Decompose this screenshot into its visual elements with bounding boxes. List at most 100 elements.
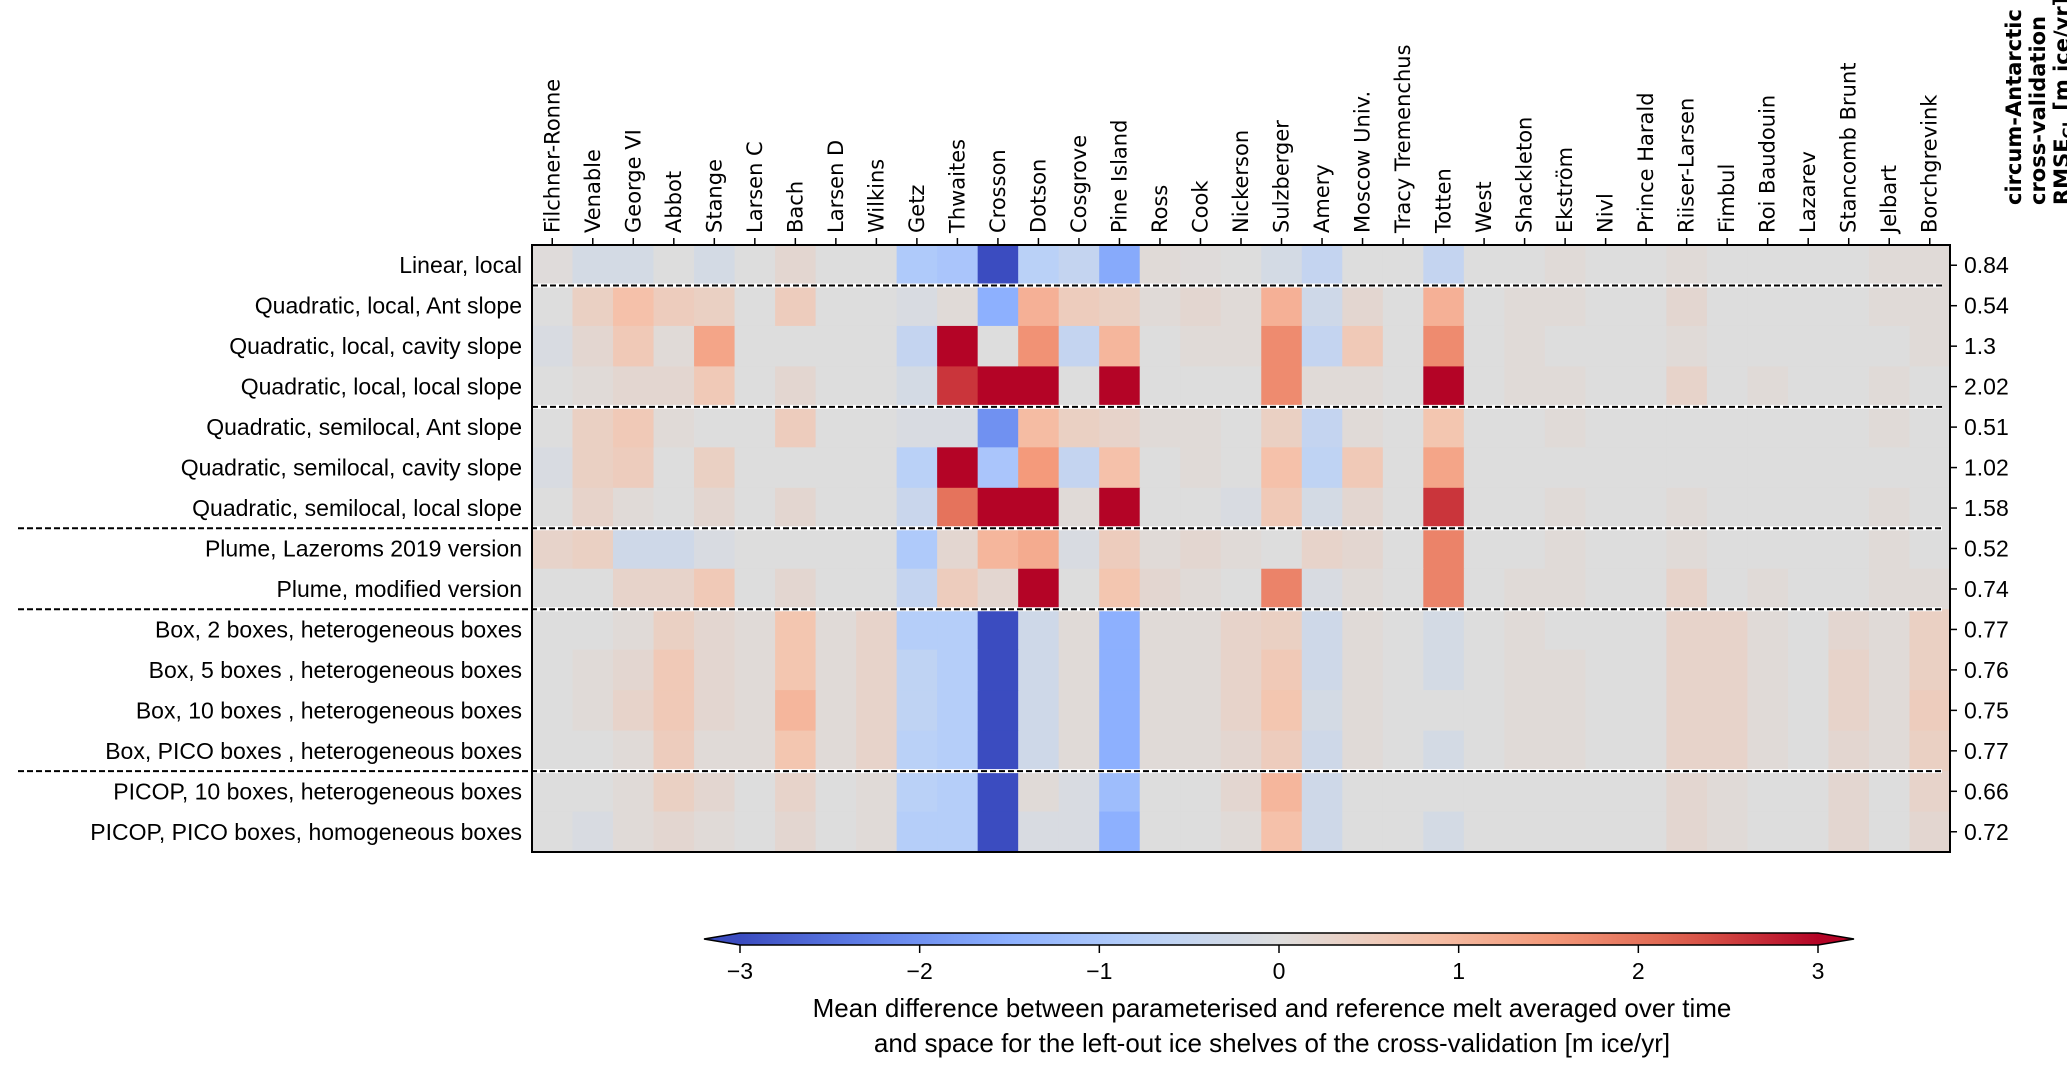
heatmap-cell xyxy=(1220,730,1262,772)
heatmap-cell xyxy=(1909,528,1951,570)
heatmap-cell xyxy=(694,730,736,772)
heatmap-cell xyxy=(1909,609,1951,651)
heatmap-cell xyxy=(653,487,695,529)
heatmap-cell xyxy=(694,285,736,327)
heatmap-cell xyxy=(1301,568,1343,610)
heatmap-cell xyxy=(1909,366,1951,408)
heatmap-cell xyxy=(1544,811,1586,853)
heatmap-cell xyxy=(775,649,817,691)
heatmap-cell xyxy=(1544,245,1586,287)
heatmap-cell xyxy=(1058,245,1100,287)
heatmap-cell xyxy=(1747,325,1789,367)
heatmap-cell xyxy=(1139,771,1181,813)
rmse-value: 1.02 xyxy=(1964,455,2009,481)
heatmap-cell xyxy=(1301,528,1343,570)
heatmap-cell xyxy=(1058,811,1100,853)
heatmap-cell xyxy=(1706,568,1749,610)
heatmap-cell xyxy=(856,487,898,529)
heatmap-cell xyxy=(937,285,979,327)
heatmap-cell xyxy=(734,285,776,327)
heatmap-cell xyxy=(937,690,979,732)
heatmap-cell xyxy=(1220,568,1262,610)
heatmap-cell xyxy=(1058,366,1100,408)
row-labels: Linear, local Quadratic, local, Ant slope… xyxy=(90,252,522,845)
row-label: Quadratic, local, cavity slope xyxy=(229,333,522,359)
heatmap-cell xyxy=(896,811,938,853)
heatmap-cell xyxy=(815,609,857,651)
heatmap-cell xyxy=(856,649,898,691)
rmse-value: 1.3 xyxy=(1964,333,1996,359)
heatmap-cell xyxy=(1261,447,1303,489)
heatmap-cell xyxy=(1868,528,1911,570)
rmse-value: 0.51 xyxy=(1964,414,2009,440)
heatmap-cell xyxy=(613,406,655,448)
heatmap-cell xyxy=(1423,325,1465,367)
colorbar-tick-label: −3 xyxy=(727,958,753,984)
heatmap-cell xyxy=(1301,245,1343,287)
heatmap-cell xyxy=(1706,690,1749,732)
heatmap-cell xyxy=(1706,487,1749,529)
heatmap-cell xyxy=(1787,690,1830,732)
heatmap-cell xyxy=(1301,325,1343,367)
heatmap-cell xyxy=(1099,649,1141,691)
heatmap-cell xyxy=(977,406,1019,448)
heatmap-cell xyxy=(613,609,655,651)
heatmap-cell xyxy=(1139,730,1181,772)
heatmap-cell xyxy=(734,366,776,408)
row-label: Plume, modified version xyxy=(277,576,522,602)
heatmap-cell xyxy=(977,366,1019,408)
heatmap-cell xyxy=(653,690,695,732)
heatmap-cell xyxy=(1585,690,1627,732)
heatmap-cell xyxy=(1301,366,1343,408)
heatmap-cell xyxy=(1463,649,1505,691)
heatmap-cell xyxy=(815,406,857,448)
heatmap-cell xyxy=(1180,609,1222,651)
heatmap-cell xyxy=(1423,447,1465,489)
heatmap-cell xyxy=(977,528,1019,570)
rmse-value: 0.72 xyxy=(1964,819,2009,845)
heatmap-cell xyxy=(937,245,979,287)
heatmap-cell xyxy=(815,528,857,570)
heatmap-cell xyxy=(572,811,614,853)
heatmap-cell xyxy=(1544,609,1586,651)
heatmap-cell xyxy=(977,730,1019,772)
heatmap-cell xyxy=(1180,325,1222,367)
column-label: Sulzberger xyxy=(1270,120,1294,233)
heatmap-cell xyxy=(1018,528,1060,570)
heatmap-cell xyxy=(1139,487,1181,529)
heatmap-cell xyxy=(1706,285,1749,327)
heatmap-cell xyxy=(613,487,655,529)
heatmap-cell xyxy=(572,609,614,651)
heatmap-cell xyxy=(1423,245,1465,287)
heatmap-cell xyxy=(1868,447,1911,489)
heatmap-cell xyxy=(1382,528,1424,570)
row-label: Plume, Lazeroms 2019 version xyxy=(205,536,522,562)
heatmap-cell xyxy=(1220,325,1262,367)
heatmap-cell xyxy=(1787,811,1830,853)
colorbar: −3 −2 −1 0 1 2 3 Mean difference between param… xyxy=(703,932,1855,1058)
row-label: PICOP, 10 boxes, heterogeneous boxes xyxy=(113,778,522,804)
column-label: Cook xyxy=(1188,180,1212,233)
column-label: Tracy Tremenchus xyxy=(1391,44,1415,234)
heatmap-cell xyxy=(1787,285,1830,327)
heatmap-cell xyxy=(775,528,817,570)
heatmap-cell xyxy=(815,690,857,732)
colorbar-extend-max xyxy=(1818,933,1854,945)
heatmap-cell xyxy=(1018,568,1060,610)
heatmap-cell xyxy=(1342,528,1384,570)
heatmap-cell xyxy=(1747,487,1789,529)
heatmap-cell xyxy=(1909,447,1951,489)
colorbar-ticks: −3 −2 −1 0 1 2 3 xyxy=(727,945,1824,984)
heatmap-cell xyxy=(1787,730,1830,772)
heatmap-cell xyxy=(1666,811,1708,853)
row-label: PICOP, PICO boxes, homogeneous boxes xyxy=(90,819,522,845)
heatmap-cell xyxy=(734,771,776,813)
heatmap-cell xyxy=(1909,406,1951,448)
heatmap-cell xyxy=(1585,366,1627,408)
rmse-title-sub: GL xyxy=(2061,118,2067,138)
heatmap-cell xyxy=(734,406,776,448)
heatmap-cell xyxy=(1463,447,1505,489)
column-label: Jelbart xyxy=(1877,165,1901,235)
heatmap-cell xyxy=(856,771,898,813)
heatmap-cell xyxy=(896,771,938,813)
